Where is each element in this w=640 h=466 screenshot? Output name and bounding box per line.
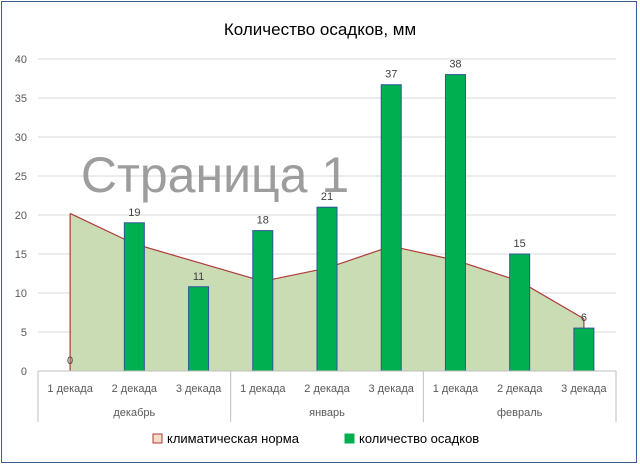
data-label-5: 37 [385, 69, 397, 81]
x-category-label-1: 2 декада [112, 383, 158, 395]
legend-swatch-precipitation [344, 433, 355, 444]
data-label-3: 18 [257, 215, 269, 227]
axes: 0 5 10 15 20 25 30 35 40 1 декада 2 декада 3 декада… [15, 54, 617, 422]
data-label-1: 19 [128, 207, 140, 219]
bar-8 [573, 327, 595, 372]
x-category-label-3: 1 декада [240, 383, 286, 395]
y-tick-label-40: 40 [15, 54, 27, 66]
x-group-label-0: декабрь [113, 407, 155, 419]
x-group-label-1: январь [309, 407, 345, 419]
x-category-label-0: 1 декада [47, 383, 93, 395]
y-tick-label-5: 5 [21, 327, 27, 339]
legend-label-norm: климатическая норма [167, 431, 300, 446]
bar-3 [252, 230, 274, 372]
data-label-2: 11 [193, 271, 204, 283]
y-tick-label-15: 15 [15, 249, 27, 261]
data-label-4: 21 [321, 191, 333, 203]
data-label-6: 38 [449, 59, 461, 71]
x-category-label-7: 2 декада [497, 383, 543, 395]
y-tick-label-20: 20 [15, 210, 27, 222]
x-category-label-6: 1 декада [433, 383, 479, 395]
data-label-7: 15 [514, 238, 526, 250]
x-category-label-8: 3 декада [561, 383, 607, 395]
legend-label-precipitation: количество осадков [359, 431, 479, 446]
bar-4 [316, 206, 338, 372]
bars [123, 74, 595, 372]
bar-2 [188, 286, 210, 372]
y-tick-label-30: 30 [15, 132, 27, 144]
legend-swatch-norm [152, 433, 163, 444]
y-tick-label-0: 0 [21, 366, 27, 378]
data-label-8: 6 [581, 312, 587, 324]
x-category-label-5: 3 декада [369, 383, 415, 395]
y-tick-label-10: 10 [15, 288, 27, 300]
y-tick-label-35: 35 [15, 93, 27, 105]
bar-1 [123, 222, 145, 372]
bar-5 [380, 84, 402, 372]
bar-6 [444, 74, 466, 372]
data-labels: 0 19 11 18 21 37 38 15 6 [67, 59, 587, 367]
data-label-0: 0 [67, 355, 73, 367]
chart-title: Количество осадков, мм [224, 20, 416, 39]
y-tick-label-25: 25 [15, 171, 27, 183]
x-category-label-2: 3 декада [176, 383, 222, 395]
legend: климатическая норма количество осадков [152, 431, 479, 446]
bar-7 [509, 253, 531, 372]
page-watermark: Страница 1 [81, 147, 349, 203]
x-category-label-4: 2 декада [304, 383, 350, 395]
x-group-label-2: февраль [497, 407, 543, 419]
